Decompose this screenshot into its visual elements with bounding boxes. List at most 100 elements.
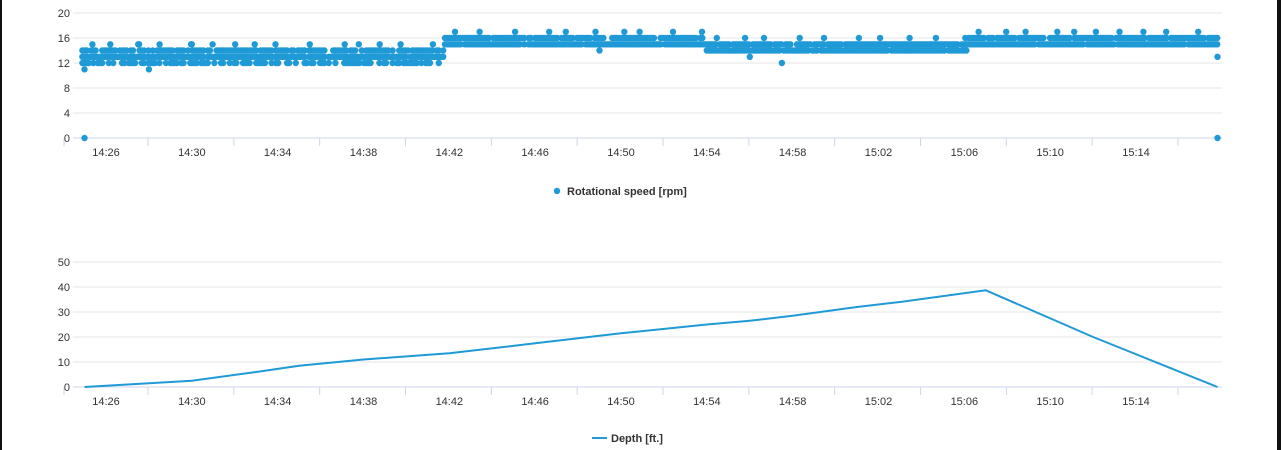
scatter-point <box>156 41 163 48</box>
scatter-point <box>209 41 216 48</box>
x-tick-label: 14:50 <box>607 396 635 408</box>
scatter-point <box>932 34 940 42</box>
scatter-point <box>268 59 275 67</box>
x-tick-label: 15:10 <box>1036 147 1064 159</box>
x-tick-label: 14:42 <box>436 396 464 408</box>
scatter-point <box>341 41 348 48</box>
scatter-point <box>352 47 359 54</box>
scatter-point <box>712 41 719 48</box>
scatter-point <box>85 59 93 67</box>
scatter-point <box>600 34 607 42</box>
scatter-point <box>1079 41 1087 48</box>
scatter-point <box>796 34 803 42</box>
scatter-point <box>746 53 753 60</box>
y-tick-label: 0 <box>64 382 70 394</box>
y-tick-label: 20 <box>58 332 70 344</box>
scatter-point <box>272 41 279 48</box>
scatter-point <box>876 34 884 42</box>
scatter-point <box>429 47 436 54</box>
y-tick-label: 8 <box>64 83 70 95</box>
rotational-speed-legend[interactable]: Rotational speed [rpm] <box>553 186 687 198</box>
scatter-point <box>418 59 425 67</box>
scatter-point <box>1071 28 1078 35</box>
scatter-point <box>941 47 948 54</box>
scatter-point <box>906 34 913 42</box>
depth-y-axis: 0 10 20 30 40 50 <box>58 257 70 394</box>
scatter-point <box>355 41 362 48</box>
scatter-point <box>321 53 328 60</box>
scatter-point <box>81 134 88 142</box>
scatter-point <box>389 47 396 54</box>
scatter-point <box>562 28 569 35</box>
scatter-point <box>402 53 409 60</box>
scatter-point <box>112 47 119 54</box>
scatter-point <box>440 47 447 54</box>
scatter-point <box>1116 28 1123 35</box>
x-tick-label: 15:10 <box>1036 396 1064 408</box>
scatter-point <box>855 34 863 42</box>
x-tick-label: 14:42 <box>436 147 464 159</box>
scatter-point <box>107 41 114 48</box>
scatter-point <box>376 41 383 48</box>
scatter-point <box>200 47 207 54</box>
scatter-point <box>1031 41 1038 48</box>
scatter-point <box>292 59 299 67</box>
scatter-point <box>521 41 528 48</box>
scatter-point <box>290 47 297 54</box>
scatter-point <box>169 47 176 54</box>
scatter-point <box>306 41 313 48</box>
scatter-point <box>132 59 139 67</box>
scatter-point <box>807 41 814 48</box>
x-tick-label: 14:30 <box>178 147 206 159</box>
y-tick-label: 50 <box>58 257 70 269</box>
scatter-point <box>343 47 350 54</box>
rotational-speed-points <box>79 28 1221 142</box>
scatter-point <box>435 47 442 54</box>
y-tick-label: 16 <box>58 33 70 45</box>
x-tick-label: 14:34 <box>264 147 292 159</box>
scatter-point <box>204 59 211 67</box>
scatter-point <box>1163 28 1170 35</box>
x-tick-label: 15:02 <box>865 396 893 408</box>
scatter-point <box>99 59 106 67</box>
depth-legend[interactable]: Depth [ft.] <box>592 433 663 445</box>
scatter-point <box>813 47 820 54</box>
scatter-point <box>596 47 603 54</box>
scatter-point <box>745 41 752 48</box>
scatter-point <box>820 41 827 48</box>
scatter-point <box>1195 28 1202 35</box>
scatter-point <box>511 28 519 35</box>
scatter-point <box>226 59 233 67</box>
scatter-point <box>587 34 594 42</box>
frame-left-border <box>0 0 2 450</box>
x-tick-label: 14:34 <box>264 396 292 408</box>
scatter-point <box>389 59 396 67</box>
scatter-point <box>332 59 339 67</box>
scatter-point <box>121 59 128 67</box>
scatter-point <box>1140 28 1147 35</box>
scatter-point <box>396 59 403 67</box>
scatter-point <box>1200 34 1208 42</box>
scatter-point <box>435 59 442 67</box>
scatter-point <box>1214 34 1221 42</box>
y-tick-label: 30 <box>58 307 70 319</box>
scatter-point <box>303 59 310 67</box>
scatter-point <box>145 66 153 73</box>
scatter-point <box>188 41 195 48</box>
scatter-point <box>261 59 269 67</box>
scatter-point <box>837 41 845 48</box>
scatter-point <box>233 59 240 67</box>
scatter-point <box>954 41 961 48</box>
scatter-point <box>485 34 493 42</box>
scatter-point <box>1022 28 1029 35</box>
scatter-point <box>521 34 528 42</box>
y-tick-label: 20 <box>58 8 70 20</box>
scatter-point <box>162 59 170 67</box>
scatter-point <box>301 53 308 60</box>
scatter-point <box>321 47 328 54</box>
y-tick-label: 0 <box>64 133 70 145</box>
scatter-point <box>413 59 420 67</box>
rotational-speed-x-axis: 14:26 14:30 14:34 14:38 14:42 14:46 14:50 14:54… <box>63 137 1222 159</box>
frame-right-border <box>1277 0 1281 450</box>
y-tick-label: 10 <box>58 357 70 369</box>
